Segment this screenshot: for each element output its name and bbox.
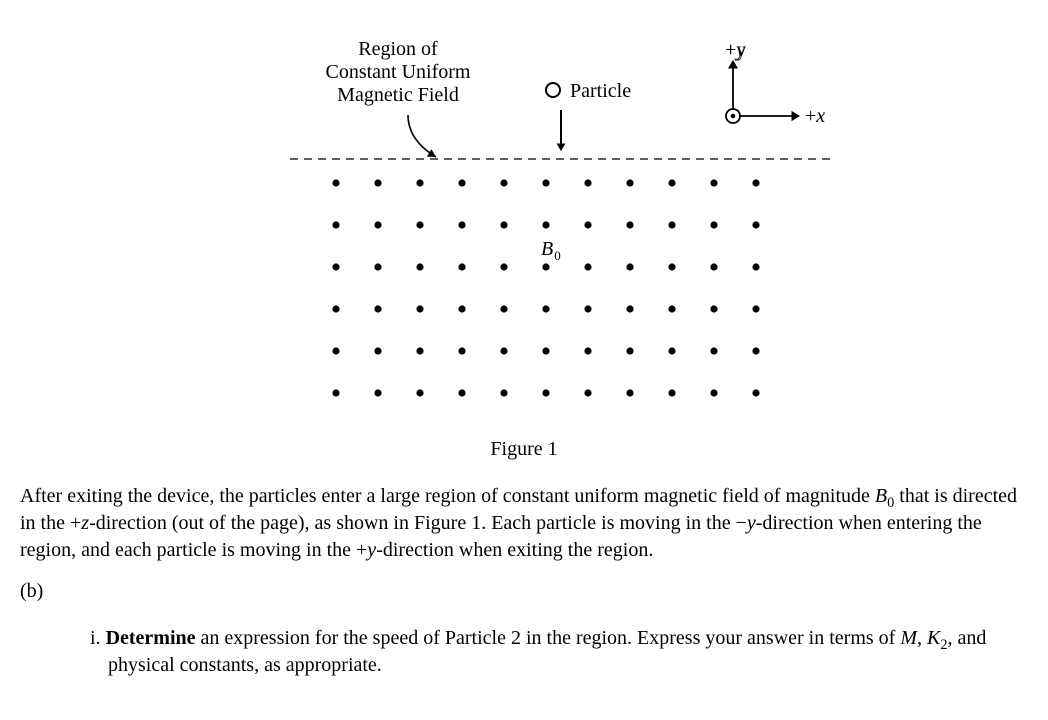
body-paragraph: After exiting the device, the particles … [20,483,1028,564]
var-M: M [900,627,917,649]
svg-text:Region of: Region of [358,38,438,60]
figure-caption: Figure 1 [18,436,1030,463]
sub-comma: , [917,627,927,649]
figure-svg: Region ofConstant UniformMagnetic Field P… [18,20,1048,430]
svg-text:+x: +x [805,105,825,127]
roman-i: i. [90,627,106,649]
svg-text:Constant Uniform: Constant Uniform [326,61,471,83]
var-K: K [927,627,940,649]
svg-text:Particle: Particle [570,80,631,102]
var-K-sub: 2 [940,637,947,653]
para-z: z [81,512,89,534]
para-text-3: -direction (out of the page), as shown i… [89,512,747,534]
svg-text:B0: B0 [541,238,561,263]
para-text-1: After exiting the device, the particles … [20,485,875,507]
svg-text:Magnetic Field: Magnetic Field [337,84,459,106]
para-text-5: -direction when exiting the region. [376,539,653,561]
part-b-label: (b) [20,578,1028,605]
determine-word: Determine [106,627,196,649]
para-B: B [875,485,887,507]
figure-1: Region ofConstant UniformMagnetic Field P… [18,20,1030,430]
svg-text:+y: +y [725,39,745,61]
para-y1: y [747,512,756,534]
subpart-i: i. Determine an expression for the speed… [90,625,990,679]
sub-text-1: an expression for the speed of Particle … [196,627,901,649]
para-y2: y [367,539,376,561]
